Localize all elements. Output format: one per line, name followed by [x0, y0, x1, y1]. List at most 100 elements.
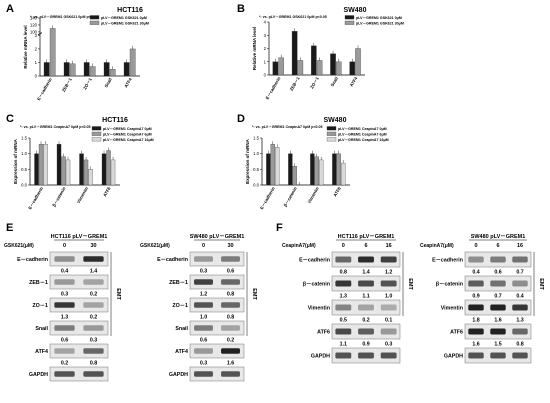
quantification-value: 0.9	[472, 294, 479, 300]
protein-band	[335, 281, 351, 287]
protein-band	[221, 371, 240, 377]
protein-band	[335, 353, 351, 359]
legend-swatch	[92, 127, 101, 131]
bar	[266, 154, 270, 185]
bar	[332, 154, 336, 185]
blot-title: HCT116 pLV－GREM1	[338, 234, 395, 240]
protein-band	[358, 281, 374, 287]
protein-band	[381, 329, 397, 335]
bar	[271, 144, 275, 185]
quantification-value: 1.3	[61, 315, 68, 321]
protein-band	[194, 348, 213, 354]
legend-label: pLV－GREM1 GSK621 30μM	[101, 22, 149, 26]
x-tick-label: ATF6	[332, 185, 342, 197]
y-tick-label: 120	[30, 22, 38, 27]
legend-swatch	[345, 21, 354, 25]
bar	[80, 154, 84, 185]
quantification-value: 0.4	[61, 269, 68, 275]
bar	[279, 58, 284, 75]
legend-label: pLV－GREM1 CeapinA7 16μM	[103, 138, 154, 142]
bar	[288, 154, 292, 185]
concentration-label: 16	[517, 243, 523, 249]
protein-label: Snail	[175, 326, 188, 332]
treatment-label: CeapinA7(μM)	[282, 243, 316, 249]
x-tick-label: E－cadherin	[27, 186, 44, 211]
x-tick-label: ATF4	[123, 76, 133, 88]
protein-band	[194, 302, 213, 308]
treatment-label: GSK621(μM)	[140, 243, 170, 249]
bar	[298, 60, 303, 75]
protein-band	[490, 329, 505, 335]
quantification-value: 0.1	[385, 318, 392, 324]
legend-swatch	[327, 138, 336, 142]
quantification-value: 0.3	[385, 342, 392, 348]
protein-band	[468, 281, 483, 287]
protein-label: ATF4	[175, 349, 188, 355]
bar	[355, 49, 360, 76]
chart-note: *: vs. pLV－GREM1 GSK621 0μM p<0.05	[259, 15, 327, 19]
protein-band	[468, 305, 483, 311]
quantification-value: 0.8	[340, 270, 347, 276]
quantification-value: 1.3	[340, 294, 347, 300]
x-tick-label: ZO－1	[82, 76, 93, 90]
legend-label: pLV－GREM1 CeapinA7 16μM	[338, 138, 389, 142]
protein-band	[512, 305, 527, 311]
bar	[62, 157, 66, 185]
x-tick-label: β－catenin	[283, 186, 298, 208]
bar	[110, 69, 115, 76]
protein-band	[490, 281, 505, 287]
quantification-value: 0.2	[90, 315, 97, 321]
bar	[102, 154, 106, 185]
x-tick-label: Snail	[103, 77, 112, 88]
protein-label: E－cadherin	[432, 258, 463, 264]
quantification-value: 0.6	[61, 338, 68, 344]
protein-band	[194, 371, 213, 377]
protein-band	[358, 257, 374, 263]
bar	[35, 154, 39, 185]
x-tick-label: ATF6	[102, 185, 112, 197]
quantification-value: 0.7	[516, 270, 523, 276]
protein-band	[54, 371, 74, 377]
x-tick-label: E－cadherin	[36, 77, 53, 102]
protein-band	[512, 353, 527, 359]
legend-swatch	[90, 21, 99, 25]
protein-label: Vimentin	[441, 306, 463, 312]
y-tick-label: 0.0	[21, 183, 27, 188]
legend-swatch	[345, 16, 354, 20]
legend-label: pLV－GREM1 GSK621 30μM	[356, 22, 404, 26]
legend-label: pLV－GREM1 GSK621 0μM	[101, 16, 147, 20]
protein-band	[335, 257, 351, 263]
blot-f-hct116: HCT116 pLV－GREM1 CeapinA7(μM) 0 6 16 E－cadher…	[280, 230, 420, 403]
protein-band	[512, 281, 527, 287]
protein-band	[83, 279, 103, 285]
y-axis-label: Relative mRNA level	[23, 25, 28, 68]
concentration-label: 6	[496, 243, 499, 249]
quantification-value: 0.3	[90, 338, 97, 344]
protein-band	[221, 325, 240, 331]
bar	[275, 147, 279, 185]
x-tick-label: ZEB－1	[61, 76, 73, 92]
concentration-label: 6	[364, 243, 367, 249]
quantification-value: 1.6	[494, 318, 501, 324]
protein-label: ATF6	[450, 330, 463, 336]
legend-label: pLV－GREM1 CeapinA7 6μM	[103, 133, 152, 137]
protein-band	[490, 353, 505, 359]
legend-swatch	[327, 132, 336, 136]
concentration-label: 0	[202, 243, 205, 249]
legend-label: pLV－GREM1 GSK621 0μM	[356, 16, 402, 20]
quantification-value: 1.4	[362, 270, 369, 276]
legend-label: pLV－GREM1 CeapinA7 0μM	[338, 127, 387, 131]
protein-label: ATF6	[317, 330, 330, 336]
protein-label: E－cadherin	[157, 257, 188, 263]
treatment-label: GSK621(μM)	[4, 243, 34, 249]
blot-e-hct116: HCT116 pLV－GREM1GSK621(μM) 0 30E－cadherin0…	[0, 230, 130, 403]
protein-band	[512, 329, 527, 335]
quantification-value: 1.3	[516, 318, 523, 324]
quantification-value: 0.9	[362, 342, 369, 348]
y-tick-label: 1.0	[253, 151, 259, 156]
protein-band	[54, 348, 74, 354]
emt-label: EMT	[538, 278, 544, 290]
y-tick-label: 1.0	[21, 151, 27, 156]
protein-band	[54, 302, 74, 308]
y-tick-label: 1.5	[253, 136, 259, 141]
